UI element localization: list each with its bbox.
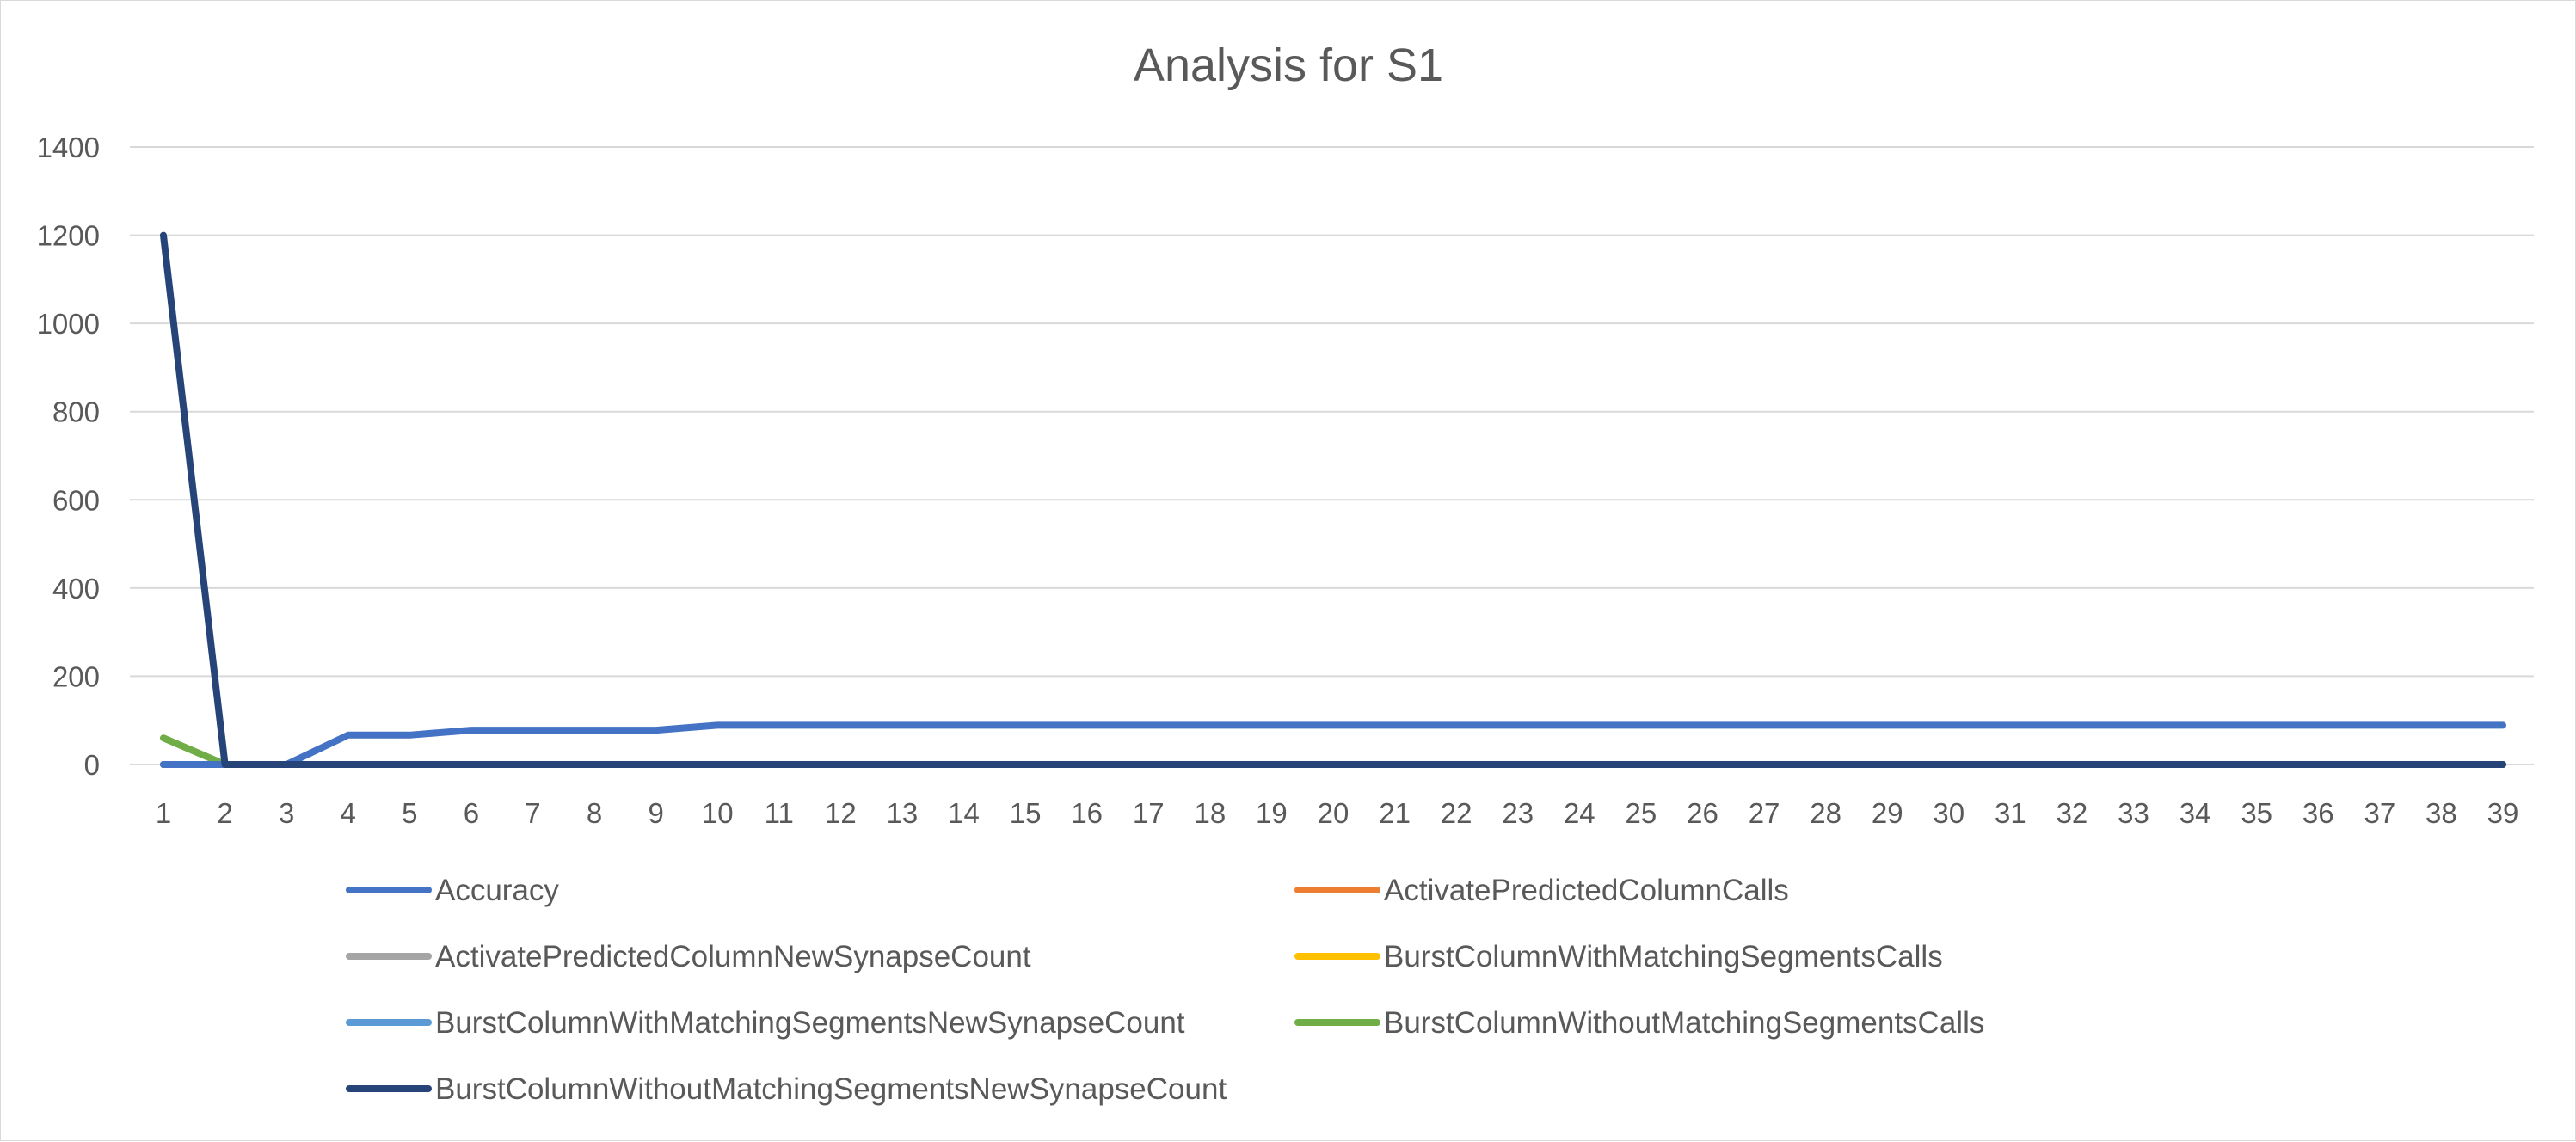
y-tick-label: 0 — [84, 749, 100, 781]
x-tick-label: 14 — [948, 797, 980, 829]
x-tick-label: 6 — [464, 797, 479, 829]
y-axis-ticks: 0 200 400 600 800 1000 1200 1400 — [37, 132, 100, 781]
x-tick-label: 18 — [1194, 797, 1226, 829]
x-tick-label: 36 — [2302, 797, 2334, 829]
x-tick-label: 39 — [2487, 797, 2519, 829]
legend-label-4: BurstColumnWithMatchingSegmentsNewSynaps… — [435, 1006, 1185, 1040]
x-tick-label: 30 — [1933, 797, 1964, 829]
x-tick-label: 15 — [1010, 797, 1042, 829]
x-tick-label: 28 — [1810, 797, 1841, 829]
y-tick-label: 1200 — [37, 220, 100, 252]
legend-label-5: BurstColumnWithoutMatchingSegmentsCalls — [1384, 1006, 1984, 1040]
x-tick-label: 20 — [1318, 797, 1349, 829]
x-tick-label: 32 — [2056, 797, 2088, 829]
x-tick-label: 8 — [587, 797, 602, 829]
x-tick-label: 35 — [2241, 797, 2272, 829]
x-tick-label: 24 — [1564, 797, 1595, 829]
series-line-0 — [160, 721, 2506, 768]
x-tick-label: 12 — [825, 797, 857, 829]
x-tick-label: 1 — [156, 797, 171, 829]
x-tick-label: 11 — [765, 797, 794, 829]
y-tick-label: 600 — [52, 484, 100, 516]
series-lines — [160, 231, 2506, 768]
x-tick-label: 34 — [2179, 797, 2211, 829]
y-tick-label: 1400 — [37, 132, 100, 163]
legend: Accuracy ActivatePredictedColumnCalls Acti… — [346, 874, 1984, 1106]
x-tick-label: 19 — [1256, 797, 1288, 829]
x-tick-label: 4 — [341, 797, 356, 829]
y-tick-label: 1000 — [37, 308, 100, 340]
x-tick-label: 26 — [1687, 797, 1718, 829]
y-tick-label: 200 — [52, 660, 100, 692]
x-tick-label: 33 — [2118, 797, 2149, 829]
legend-label-1: ActivatePredictedColumnCalls — [1384, 874, 1789, 907]
x-tick-label: 5 — [402, 797, 417, 829]
x-tick-label: 22 — [1441, 797, 1472, 829]
x-tick-label: 25 — [1626, 797, 1657, 829]
legend-label-0: Accuracy — [435, 874, 559, 907]
x-tick-label: 29 — [1872, 797, 1903, 829]
x-tick-label: 37 — [2364, 797, 2395, 829]
x-tick-label: 3 — [279, 797, 294, 829]
x-axis-ticks: 1 2 3 4 5 6 7 8 9 10 11 12 13 14 15 16 17 18 19 20 21 22 23 24 2… — [156, 797, 2519, 829]
x-tick-label: 23 — [1502, 797, 1534, 829]
x-tick-label: 17 — [1133, 797, 1165, 829]
series-line-6 — [160, 231, 2506, 768]
legend-label-3: BurstColumnWithMatchingSegmentsCalls — [1384, 940, 1943, 973]
chart-title: Analysis for S1 — [1134, 40, 1443, 91]
x-tick-label: 31 — [1995, 797, 2026, 829]
x-tick-label: 38 — [2425, 797, 2457, 829]
x-tick-label: 7 — [525, 797, 540, 829]
x-tick-label: 16 — [1071, 797, 1103, 829]
x-tick-label: 9 — [648, 797, 663, 829]
x-tick-label: 27 — [1749, 797, 1780, 829]
x-tick-label: 2 — [217, 797, 232, 829]
legend-label-6: BurstColumnWithoutMatchingSegmentsNewSyn… — [435, 1072, 1227, 1106]
x-tick-label: 13 — [887, 797, 919, 829]
x-tick-label: 10 — [702, 797, 734, 829]
y-tick-label: 800 — [52, 396, 100, 428]
x-tick-label: 21 — [1379, 797, 1411, 829]
gridlines — [130, 146, 2534, 765]
y-tick-label: 400 — [52, 573, 100, 605]
legend-label-2: ActivatePredictedColumnNewSynapseCount — [435, 940, 1031, 973]
series-line-5 — [160, 734, 2506, 768]
